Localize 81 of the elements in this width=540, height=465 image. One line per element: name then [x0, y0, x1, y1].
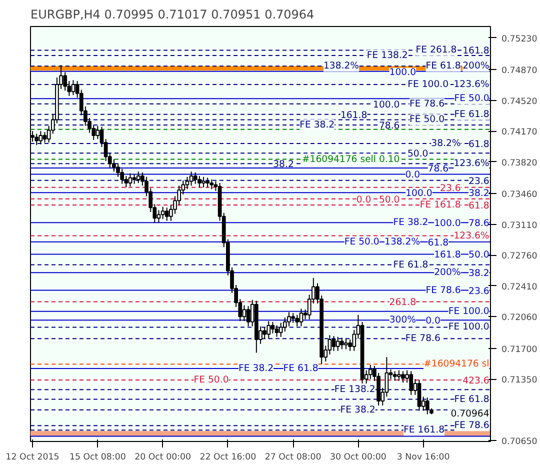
- y-tick-label: 0.74170: [502, 128, 538, 138]
- annotation: 50.0: [378, 194, 400, 206]
- annotation: 123.6%: [454, 79, 490, 90]
- annotation: FE 161.8: [404, 424, 445, 436]
- annotation: 138.2%: [323, 60, 360, 72]
- y-tick-label: 0.73460: [502, 190, 538, 200]
- annotation: 38.2: [468, 188, 490, 200]
- annotation: 50.0: [468, 250, 490, 261]
- y-tick-label: 0.72060: [502, 313, 538, 324]
- annotation: 200%: [462, 60, 490, 72]
- annotation: 100.0: [373, 99, 400, 110]
- annotation: 23.6: [468, 286, 490, 297]
- annotation: FE 61.8: [426, 60, 461, 72]
- annotation: FE 50.0: [454, 93, 490, 104]
- x-tick-label: 15 Oct 08:00: [69, 452, 126, 462]
- annotation: FE 138.2: [366, 50, 408, 62]
- annotation: 161.8: [340, 110, 368, 121]
- annotation: FE 50.0: [344, 236, 380, 248]
- annotation: FE 50.0: [410, 114, 445, 126]
- y-tick-label: 0.73820: [502, 158, 538, 168]
- annotation: FE 50.0: [194, 374, 229, 386]
- annotation: 161.8: [462, 46, 490, 57]
- annotation: FE 61.8: [454, 108, 490, 120]
- annotation: FE 78.6: [405, 333, 440, 344]
- annotation: 38.2: [273, 159, 294, 170]
- x-tick-label: 20 Oct 00:00: [134, 452, 192, 462]
- x-tick-label: 3 Nov 16:00: [396, 452, 450, 462]
- annotation: 0.0: [405, 170, 420, 181]
- annotation: FE 78.6: [454, 420, 490, 432]
- annotation: FE 61.8: [454, 394, 490, 405]
- annotation: #16094176 sell 0.10: [302, 154, 400, 165]
- annotation: 161.8: [434, 250, 461, 261]
- annotation: 78.6: [468, 218, 490, 230]
- annotation: FE 161.8: [420, 199, 461, 210]
- annotation: FE 38.2: [300, 119, 335, 130]
- annotation: 38.2: [468, 268, 490, 280]
- annotation: 138.2%: [384, 236, 420, 248]
- y-tick-label: 0.71350: [502, 376, 538, 386]
- annotation: 23.6: [468, 176, 490, 187]
- annotation: 100.0: [434, 218, 461, 230]
- annotation: FE 38.2: [238, 363, 274, 374]
- annotation: 61.8: [468, 200, 490, 212]
- annotation: FE 261.8: [416, 44, 457, 56]
- y-tick-label: 0.70650: [502, 437, 538, 448]
- annotation: 123.6%: [454, 158, 490, 170]
- annotation: 61.8: [468, 138, 490, 150]
- annotation: FE 138.2: [334, 384, 376, 396]
- annotation: FE 100.0: [448, 306, 490, 317]
- annotation: FE 100.0: [448, 322, 490, 333]
- annotation: 78.6: [378, 120, 400, 132]
- x-tick-label: 12 Oct 2015: [6, 452, 60, 462]
- annotation: 78.6: [428, 164, 449, 175]
- x-tick-label: 30 Oct 00:00: [330, 452, 386, 462]
- annotation: 23.6: [440, 182, 461, 194]
- y-tick-label: 0.74520: [502, 96, 538, 107]
- y-tick-label: 0.74870: [502, 66, 538, 76]
- annotation: FE 61.8: [283, 363, 318, 374]
- y-tick-label: 0.75230: [502, 34, 538, 44]
- annotation: 61.8: [428, 237, 449, 248]
- annotation: 100.0: [389, 66, 416, 78]
- annotation: 100.0: [406, 188, 432, 200]
- annotation: 0.0: [426, 316, 440, 327]
- annotation: #16094176 sl: [424, 358, 490, 370]
- annotation: 50.0: [407, 148, 428, 160]
- annotation: FE 61.8: [393, 259, 428, 270]
- y-tick-label: 0.72760: [502, 252, 538, 262]
- x-tick-label: 22 Oct 16:00: [200, 452, 256, 462]
- annotation: 0.0: [356, 194, 372, 206]
- chart-title: EURGBP,H4 0.70995 0.71017 0.70951 0.70964: [30, 8, 314, 22]
- annotation: 0.70964: [450, 408, 490, 420]
- annotation: 261.8: [389, 297, 416, 308]
- annotation: FE 78.6: [410, 98, 445, 110]
- y-tick-label: 0.72410: [502, 282, 538, 292]
- y-tick-label: 0.71700: [502, 344, 538, 355]
- annotation: FE 100.0: [408, 79, 449, 90]
- annotation: 38.2%: [431, 138, 461, 149]
- x-tick-label: 27 Oct 08:00: [264, 452, 322, 462]
- annotation: FE 38.2: [340, 404, 376, 416]
- annotation: 123.6%: [454, 230, 490, 242]
- y-tick-label: 0.73110: [502, 220, 538, 231]
- annotation: 423.6: [462, 375, 490, 386]
